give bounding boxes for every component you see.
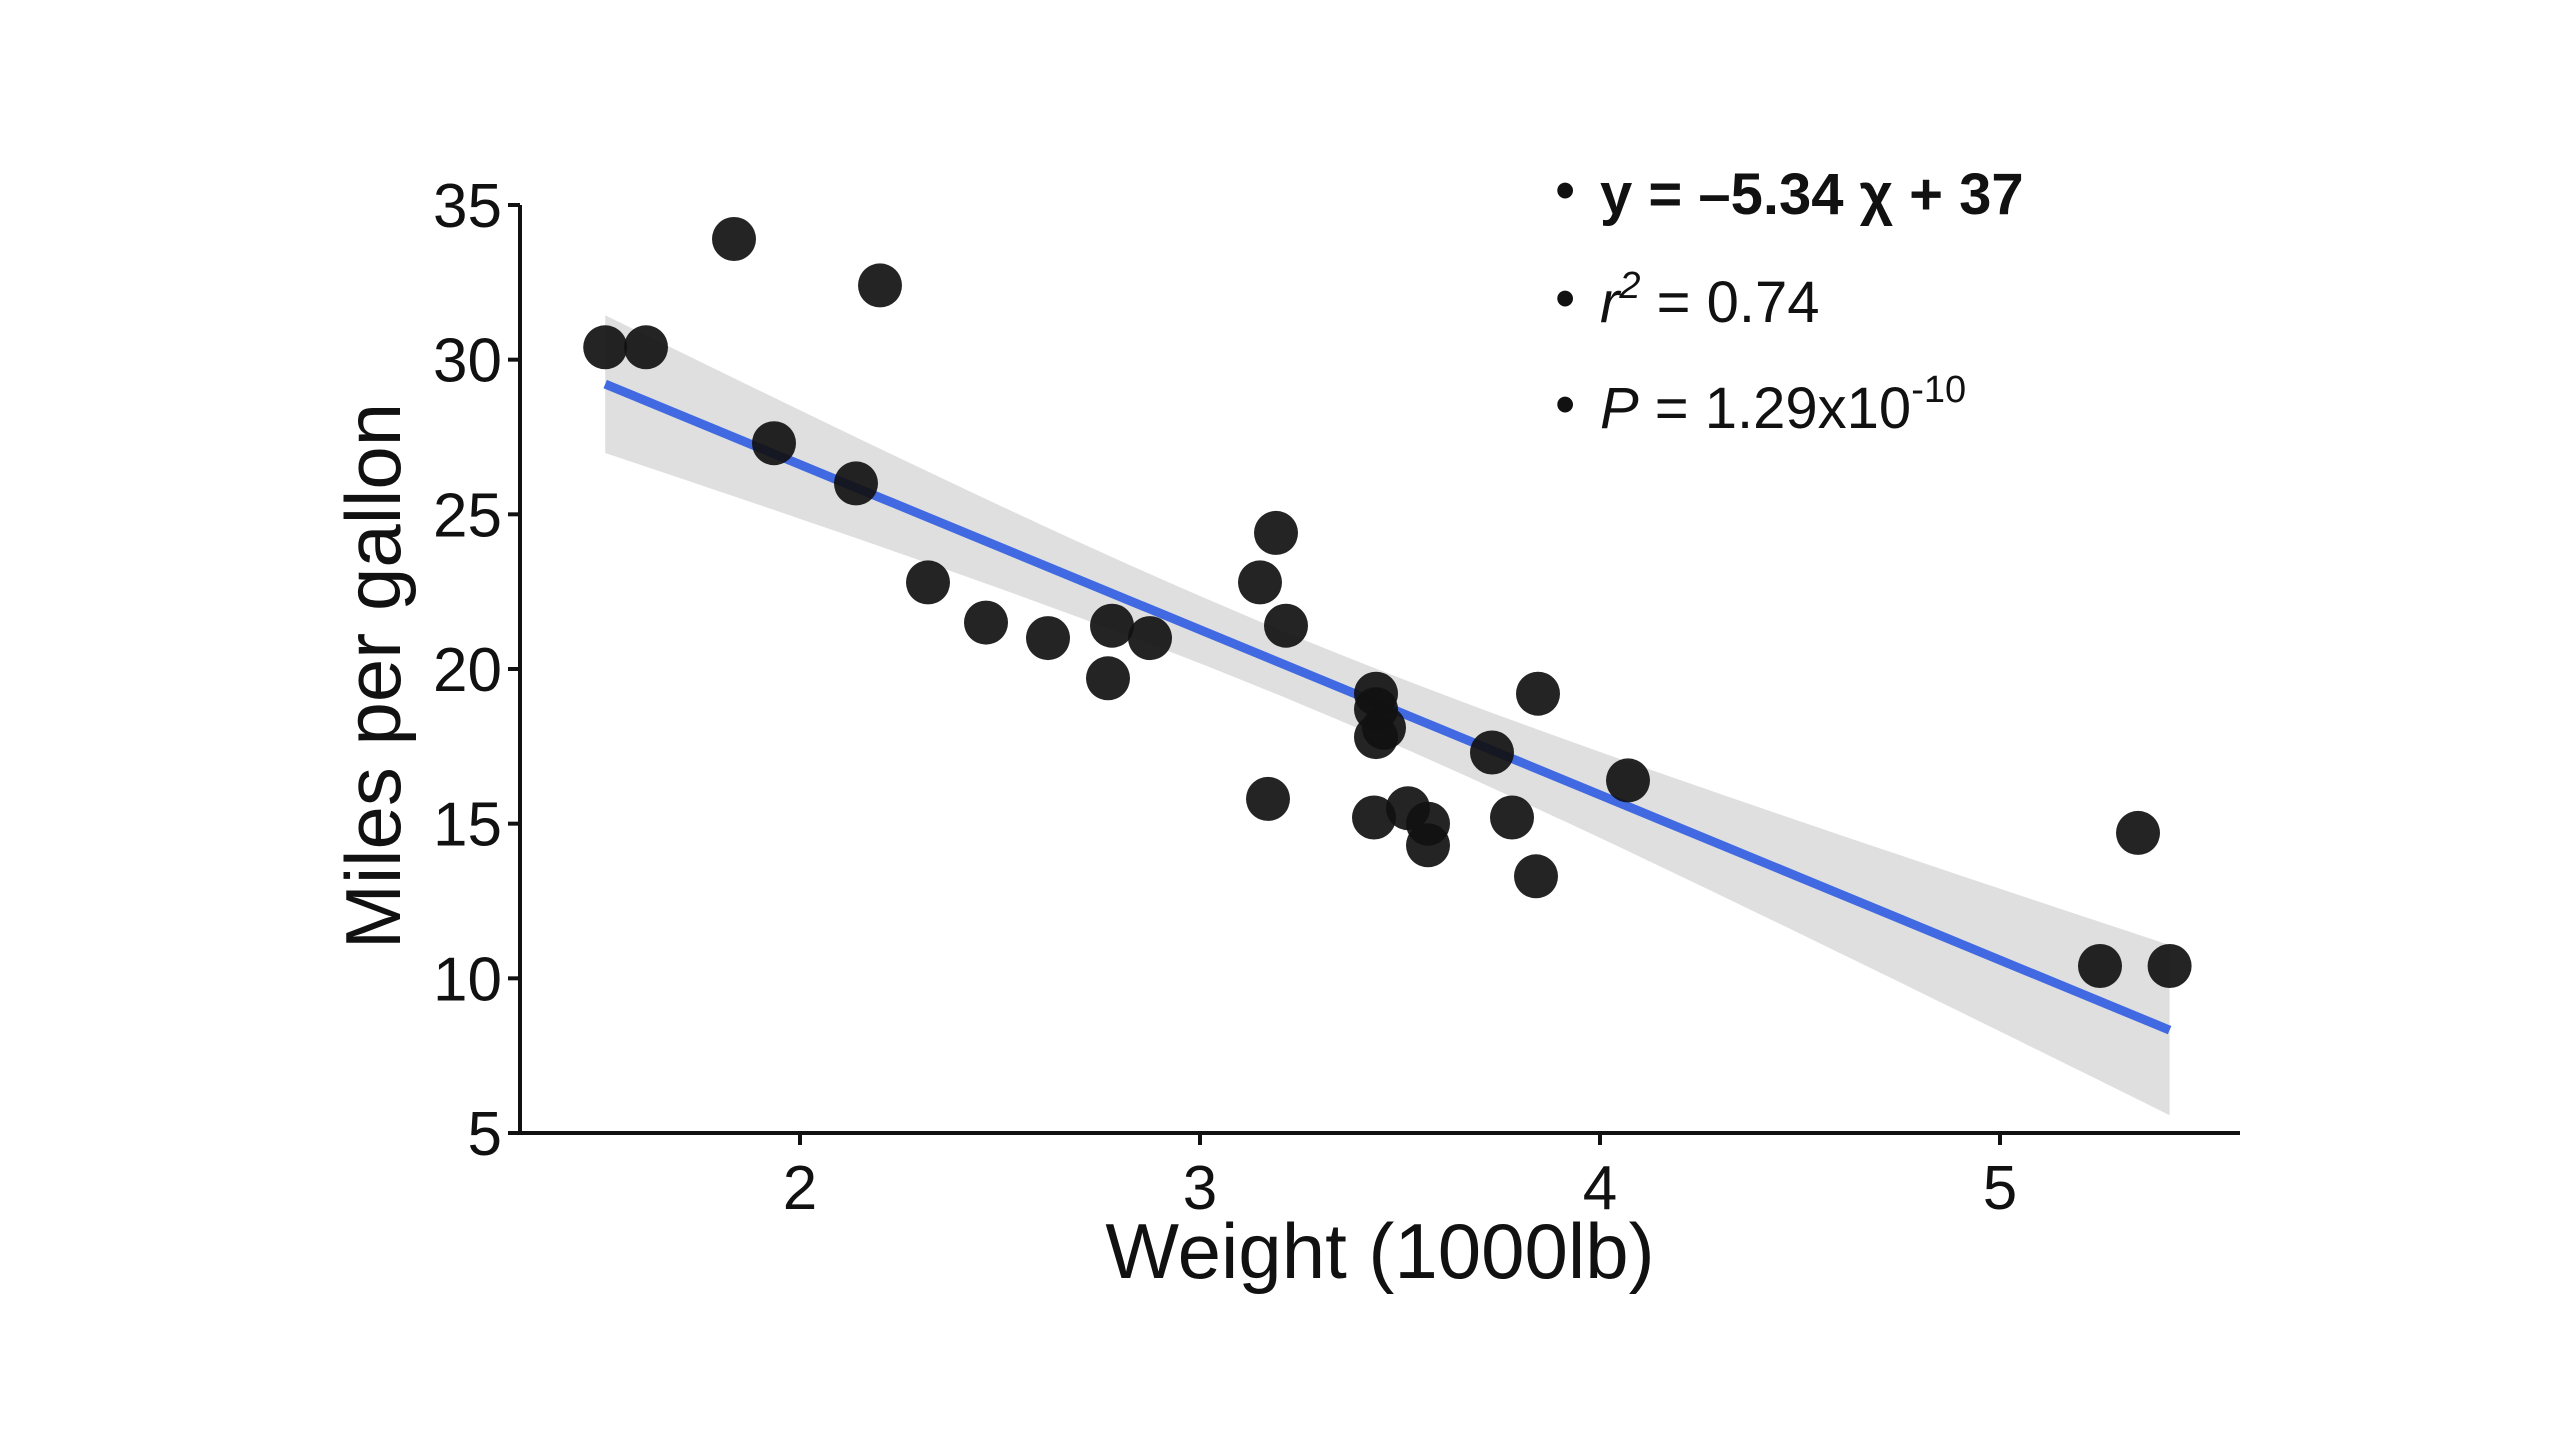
data-point <box>858 263 902 308</box>
x-ticks-layer: 2 3 4 5 <box>783 1133 2017 1223</box>
bullet: • <box>1555 266 1575 331</box>
data-point <box>2116 810 2160 855</box>
bullet: • <box>1555 372 1575 437</box>
data-point <box>1406 801 1450 846</box>
data-point <box>583 325 628 370</box>
r-exponent: 2 <box>1618 265 1640 307</box>
data-point <box>1470 730 1514 775</box>
x-tick-label: 3 <box>1183 1154 1217 1223</box>
y-tick-label: 20 <box>433 636 502 705</box>
r-squared-text: r2 = 0.74 <box>1600 265 1819 335</box>
data-point <box>834 461 878 506</box>
x-tick-label: 4 <box>1583 1154 1617 1223</box>
bullet: • <box>1555 158 1575 223</box>
y-tick-label: 10 <box>433 945 502 1014</box>
x-tick-label: 2 <box>783 1154 817 1223</box>
data-point <box>1354 715 1398 760</box>
r-symbol: r <box>1600 270 1622 335</box>
y-tick-label: 30 <box>433 327 502 396</box>
data-point <box>906 560 950 605</box>
data-point <box>1026 616 1070 661</box>
data-point <box>2147 944 2192 988</box>
data-point <box>2078 944 2122 988</box>
data-point <box>1086 656 1130 701</box>
y-tick-label: 5 <box>468 1100 502 1169</box>
y-tick-label: 25 <box>433 481 502 550</box>
data-point <box>1606 758 1650 803</box>
r-value: = 0.74 <box>1640 270 1819 335</box>
y-tick-label: 35 <box>433 172 502 241</box>
x-axis-title: Weight (1000lb) <box>1105 1207 1654 1295</box>
data-point <box>752 421 796 466</box>
y-ticks-layer: 5 10 15 20 25 30 35 <box>433 172 520 1169</box>
y-axis-title: Miles per gallon <box>329 403 417 949</box>
y-tick-label: 15 <box>433 791 502 860</box>
data-point <box>624 325 668 370</box>
data-point <box>1246 776 1290 821</box>
data-point <box>1354 671 1398 716</box>
data-point <box>1264 603 1308 648</box>
data-point <box>1516 671 1560 716</box>
x-tick-label: 5 <box>1983 1154 2017 1223</box>
data-point <box>1490 795 1534 840</box>
data-point <box>1352 795 1396 840</box>
data-point <box>1514 854 1558 899</box>
p-value-text: P = 1.29x10-10 <box>1600 369 1966 441</box>
data-point <box>712 217 756 261</box>
data-point <box>1090 603 1134 648</box>
data-points-layer <box>583 217 2192 988</box>
regression-equation: y = –5.34 χ + 37 <box>1600 162 2024 227</box>
data-point <box>1238 560 1282 605</box>
data-point <box>964 600 1008 645</box>
p-value: = 1.29x10 <box>1639 376 1912 441</box>
p-exponent: -10 <box>1911 369 1966 411</box>
data-point <box>1128 616 1172 661</box>
annotation-block: • y = –5.34 χ + 37 • r2 = 0.74 • P = 1.2… <box>1555 158 2024 441</box>
data-point <box>1254 510 1298 555</box>
p-symbol: P <box>1600 376 1639 441</box>
